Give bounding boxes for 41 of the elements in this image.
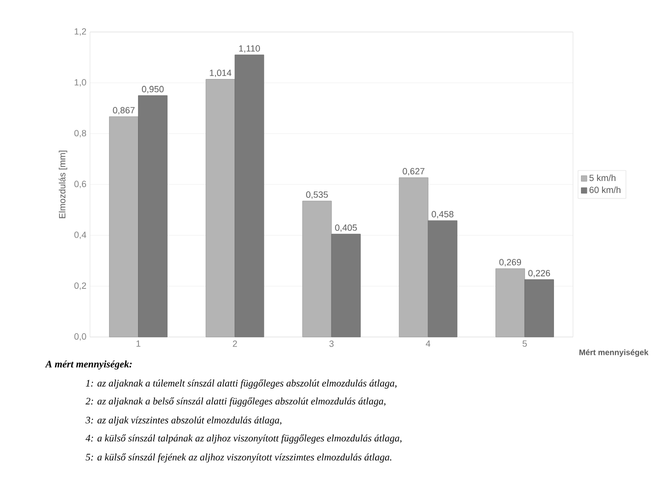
bar [302, 200, 332, 338]
bar [496, 268, 525, 338]
data-label: 0,867 [112, 107, 135, 114]
y-tick-label: 0,4 [74, 232, 86, 240]
y-tick-label: 0,6 [74, 180, 86, 188]
text: 3: az aljak vízszintes abszolút elmozdulás átlaga, [86, 416, 282, 426]
bar [234, 54, 264, 338]
bar [331, 234, 361, 338]
x-tick-label: 5 [522, 340, 527, 347]
x-tick-label: 2 [232, 340, 237, 347]
bar [109, 116, 139, 338]
y-tick-label: 0,2 [74, 282, 86, 290]
text: 1: az aljaknak a túlemelt sínszál alatti függőleges abszolút elmozdulás átlaga, [86, 379, 397, 389]
y-tick-label: 0,0 [74, 333, 86, 341]
bar [398, 177, 428, 338]
text: A mért mennyiségek: [45, 360, 132, 370]
data-label: 1,014 [210, 70, 232, 78]
data-label: 0,269 [499, 259, 522, 266]
data-label: 0,458 [432, 210, 454, 218]
data-label: 0,535 [306, 191, 328, 199]
bar [524, 279, 554, 338]
y-tick-label: 1,0 [74, 79, 86, 87]
bar [138, 95, 168, 338]
data-label: 0,627 [402, 168, 424, 176]
legend-label: 5 km/h [589, 174, 616, 182]
x-tick-label: 3 [329, 340, 334, 347]
data-label: 0,950 [142, 86, 164, 94]
text: 4: a külső sínszál talpának az aljhoz viszonyított függőleges elmozdulás átlaga, [86, 434, 402, 444]
x-tick-label: 1 [136, 340, 140, 347]
y-tick-label: 1,2 [74, 28, 86, 36]
text: 2: az aljaknak a belső sínszál alatti függőleges abszolút elmozdulás átlaga, [86, 397, 386, 407]
bar [206, 79, 236, 338]
data-label: 0,226 [528, 270, 550, 278]
legend-label: 60 km/h [590, 186, 620, 194]
bar [428, 220, 458, 338]
data-label: 1,110 [239, 45, 260, 53]
data-label: 0,405 [335, 224, 357, 232]
text: 5: a külső sínszál fejének az aljhoz viszonyított vízszimtes elmozdulás átlaga. [86, 453, 392, 463]
y-tick-label: 0,8 [74, 130, 86, 138]
y-axis-title: Elmozdulás [mm] [58, 150, 68, 218]
x-tick-label: 4 [426, 340, 430, 347]
